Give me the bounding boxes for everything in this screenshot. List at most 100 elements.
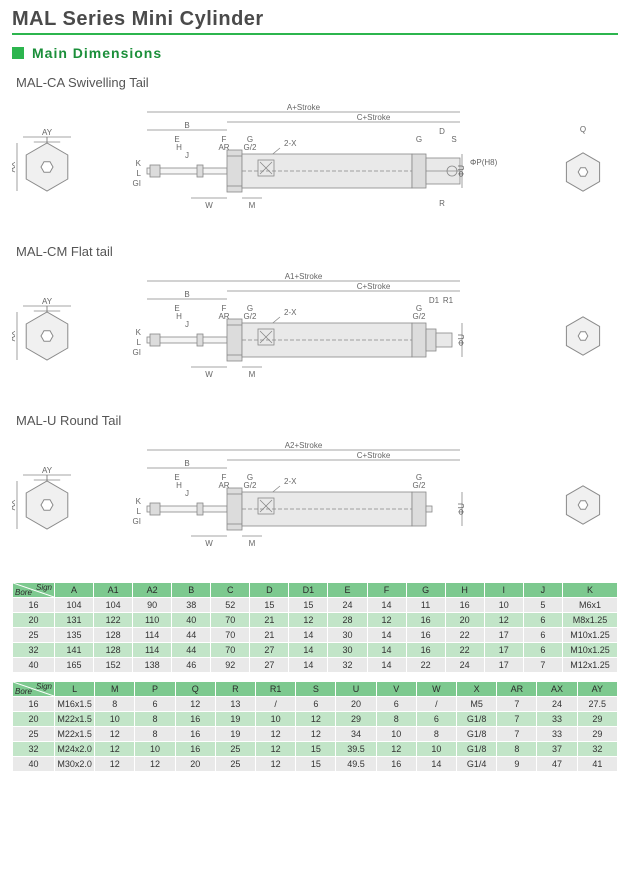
table-cell: 22 — [445, 628, 484, 643]
table-cell: 12 — [95, 727, 135, 742]
table-cell: 14 — [289, 628, 328, 643]
table-cell: 17 — [484, 643, 523, 658]
table-cell: M10x1.25 — [563, 628, 618, 643]
table-cell: 7 — [497, 697, 537, 712]
table-header: V — [376, 682, 416, 697]
table-cell: 9 — [497, 757, 537, 772]
table-header: E — [328, 583, 367, 598]
table-cell-bore: 32 — [13, 643, 55, 658]
table-cell: 37 — [537, 742, 577, 757]
svg-text:M: M — [249, 201, 256, 210]
section-bullet — [12, 47, 24, 59]
svg-text:A1+Stroke: A1+Stroke — [285, 272, 323, 281]
table-cell: 14 — [367, 628, 406, 643]
table-cell: 47 — [537, 757, 577, 772]
table-cell: 12 — [296, 727, 336, 742]
table-cell: 128 — [94, 643, 133, 658]
table-cell: 14 — [289, 643, 328, 658]
table-header: W — [416, 682, 456, 697]
svg-text:M: M — [249, 370, 256, 379]
table-cell: 8 — [95, 697, 135, 712]
table-cell: 104 — [55, 598, 94, 613]
table-cell: M22x1.5 — [55, 727, 95, 742]
table-cell: / — [256, 697, 296, 712]
table-cell: 12 — [289, 613, 328, 628]
table-cell: 28 — [328, 613, 367, 628]
table-cell: 10 — [135, 742, 175, 757]
table-cell: 10 — [256, 712, 296, 727]
table-cell: 32 — [328, 658, 367, 673]
table-cell: 15 — [289, 598, 328, 613]
table-cell: 8 — [135, 727, 175, 742]
svg-text:C+Stroke: C+Stroke — [357, 451, 391, 460]
table-cell: 20 — [445, 613, 484, 628]
table-cell: 19 — [215, 727, 255, 742]
table-header: F — [367, 583, 406, 598]
table-cell: 6 — [416, 712, 456, 727]
table-header: X — [457, 682, 497, 697]
table-header: I — [484, 583, 523, 598]
table-cell: M22x1.5 — [55, 712, 95, 727]
table-cell: 90 — [133, 598, 172, 613]
table-cell: 12 — [175, 697, 215, 712]
table-header: R — [215, 682, 255, 697]
table-cell: 6 — [523, 628, 562, 643]
table-header: M — [95, 682, 135, 697]
table-cell: 138 — [133, 658, 172, 673]
table-cell: 16 — [175, 742, 215, 757]
table-cell: / — [416, 697, 456, 712]
table-cell: 41 — [577, 757, 617, 772]
svg-text:S: S — [451, 135, 456, 144]
table-cell: 46 — [172, 658, 211, 673]
table-cell: M6x1 — [563, 598, 618, 613]
table-header: AX — [537, 682, 577, 697]
table-header: J — [523, 583, 562, 598]
table-cell: 16 — [406, 628, 445, 643]
table-cell: 16 — [175, 712, 215, 727]
cylinder-diagram: A2+Stroke C+Stroke B E H J F AR G G/2 2-… — [92, 434, 538, 564]
section-heading: Main Dimensions — [32, 45, 162, 61]
table-cell: 8 — [497, 742, 537, 757]
table-cell: M12x1.25 — [563, 658, 618, 673]
table-cell-bore: 25 — [13, 628, 55, 643]
table-header: D — [250, 583, 289, 598]
table-cell: 10 — [95, 712, 135, 727]
svg-text:C+Stroke: C+Stroke — [357, 282, 391, 291]
table-cell: M8x1.25 — [563, 613, 618, 628]
table-header: U — [336, 682, 376, 697]
table-cell: 21 — [250, 613, 289, 628]
diagram-row: AY I AX A1+Stroke C+Stroke B E H J F AR … — [12, 265, 618, 395]
table-cell: M5 — [457, 697, 497, 712]
svg-text:K: K — [136, 497, 142, 506]
table-cell: 30 — [328, 628, 367, 643]
table-cell: 110 — [133, 613, 172, 628]
table-cell: 12 — [256, 727, 296, 742]
table-cell: 20 — [175, 757, 215, 772]
table-cell: 12 — [484, 613, 523, 628]
table-cell: 14 — [367, 658, 406, 673]
table-cell: 122 — [94, 613, 133, 628]
table-cell-bore: 20 — [13, 613, 55, 628]
table-cell: 128 — [94, 628, 133, 643]
table-header: AR — [497, 682, 537, 697]
table-cell: 165 — [55, 658, 94, 673]
svg-text:AX: AX — [12, 161, 17, 172]
table-cell: 52 — [211, 598, 250, 613]
table-cell: 38 — [172, 598, 211, 613]
table-cell: 5 — [523, 598, 562, 613]
svg-text:ΦU: ΦU — [457, 165, 466, 177]
svg-text:ΦP(H8): ΦP(H8) — [470, 158, 498, 167]
table-cell: 8 — [416, 727, 456, 742]
table-cell: 14 — [416, 757, 456, 772]
svg-text:B: B — [184, 290, 189, 299]
svg-text:G/2: G/2 — [413, 481, 426, 490]
svg-text:K: K — [136, 328, 142, 337]
svg-text:G/2: G/2 — [244, 481, 257, 490]
svg-text:G/2: G/2 — [413, 312, 426, 321]
table-cell: 22 — [406, 658, 445, 673]
right-hex-icon: Q — [548, 125, 618, 198]
table-cell: 135 — [55, 628, 94, 643]
svg-text:AX: AX — [12, 330, 17, 341]
table-cell-bore: 16 — [13, 697, 55, 712]
table-row: 401651521384692271432142224177M12x1.25 — [13, 658, 618, 673]
